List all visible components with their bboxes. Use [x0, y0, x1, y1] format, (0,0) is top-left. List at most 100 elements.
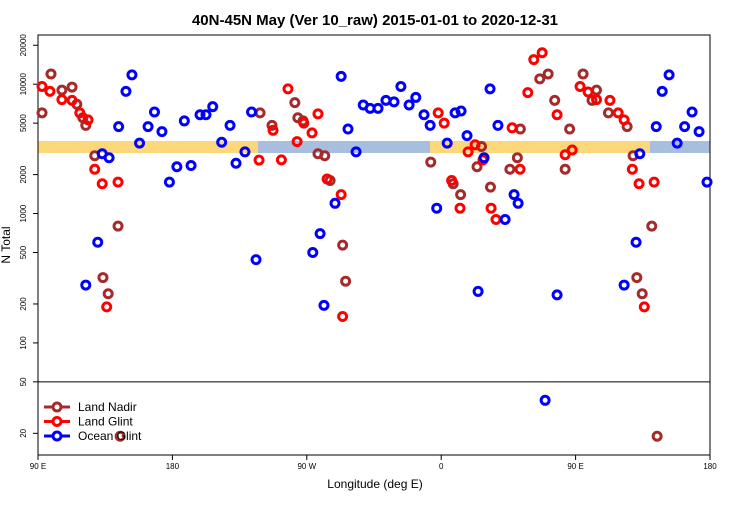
point — [630, 236, 642, 248]
legend-marker — [51, 430, 63, 442]
point — [522, 87, 534, 99]
y-tick-label: 5000 — [19, 114, 28, 132]
point — [82, 114, 94, 126]
point — [455, 105, 467, 117]
y-tick-label: 500 — [19, 245, 28, 259]
point — [612, 107, 624, 119]
point — [634, 148, 646, 160]
point — [185, 160, 197, 172]
point — [534, 73, 546, 85]
point — [298, 117, 310, 129]
point — [631, 272, 643, 284]
y-axis-label: N Total — [0, 226, 13, 263]
point — [418, 109, 430, 121]
point — [224, 119, 236, 131]
point — [485, 202, 497, 214]
x-axis-label: Longitude (deg E) — [327, 477, 422, 491]
point — [239, 146, 251, 158]
point — [291, 136, 303, 148]
y-tick-label: 200 — [19, 297, 28, 311]
y-tick-label: 20000 — [19, 34, 28, 57]
point — [44, 85, 56, 97]
point — [266, 119, 278, 131]
y-tick-label: 2000 — [19, 165, 28, 183]
point — [506, 122, 518, 134]
point — [425, 156, 437, 168]
point — [171, 161, 183, 173]
x-tick-label: 90 E — [30, 462, 46, 471]
point — [114, 430, 126, 442]
point — [686, 106, 698, 118]
point — [56, 84, 68, 96]
point — [514, 123, 526, 135]
point — [504, 163, 516, 175]
point — [113, 121, 125, 133]
point — [246, 106, 258, 118]
point — [194, 109, 206, 121]
point — [102, 288, 114, 300]
point — [96, 178, 108, 190]
legend-label: Land Nadir — [78, 400, 137, 414]
point — [275, 154, 287, 166]
point — [267, 124, 279, 136]
point — [335, 70, 347, 82]
point — [462, 146, 474, 158]
point — [112, 176, 124, 188]
point — [542, 68, 554, 80]
point — [499, 213, 511, 225]
point — [679, 121, 691, 133]
point — [490, 213, 502, 225]
point — [36, 107, 48, 119]
point — [156, 126, 168, 138]
point — [591, 84, 603, 96]
point — [512, 197, 524, 209]
point — [314, 228, 326, 240]
point — [618, 114, 630, 126]
point — [638, 301, 650, 313]
point — [604, 94, 616, 106]
point — [74, 107, 86, 119]
point — [618, 279, 630, 291]
point — [446, 175, 458, 187]
point — [92, 236, 104, 248]
point — [120, 85, 132, 97]
point — [216, 136, 228, 148]
point — [56, 94, 68, 106]
point — [342, 123, 354, 135]
point — [566, 144, 578, 156]
point — [306, 127, 318, 139]
x-tick-label: 90 W — [297, 462, 316, 471]
y-tick-label: 50 — [19, 377, 28, 386]
point — [80, 279, 92, 291]
point — [103, 152, 115, 164]
point — [551, 109, 563, 121]
x-tick-label: 90 E — [567, 462, 583, 471]
series — [36, 47, 660, 323]
y-tick-label: 1000 — [19, 204, 28, 222]
point — [701, 176, 713, 188]
x-tick-label: 180 — [166, 462, 180, 471]
x-tick-label: 180 — [703, 462, 717, 471]
series — [80, 69, 713, 406]
point — [36, 80, 48, 92]
point — [282, 83, 294, 95]
point — [602, 107, 614, 119]
point — [663, 69, 675, 81]
point — [591, 94, 603, 106]
point — [329, 197, 341, 209]
point — [514, 163, 526, 175]
point — [307, 246, 319, 258]
point — [626, 163, 638, 175]
point — [388, 96, 400, 108]
point — [312, 108, 324, 120]
point — [335, 189, 347, 201]
point — [551, 289, 563, 301]
point — [472, 285, 484, 297]
y-tick-label: 20 — [19, 428, 28, 437]
point — [431, 202, 443, 214]
point — [250, 254, 262, 266]
point — [289, 97, 301, 109]
point — [101, 301, 113, 313]
legend-marker — [51, 416, 63, 427]
